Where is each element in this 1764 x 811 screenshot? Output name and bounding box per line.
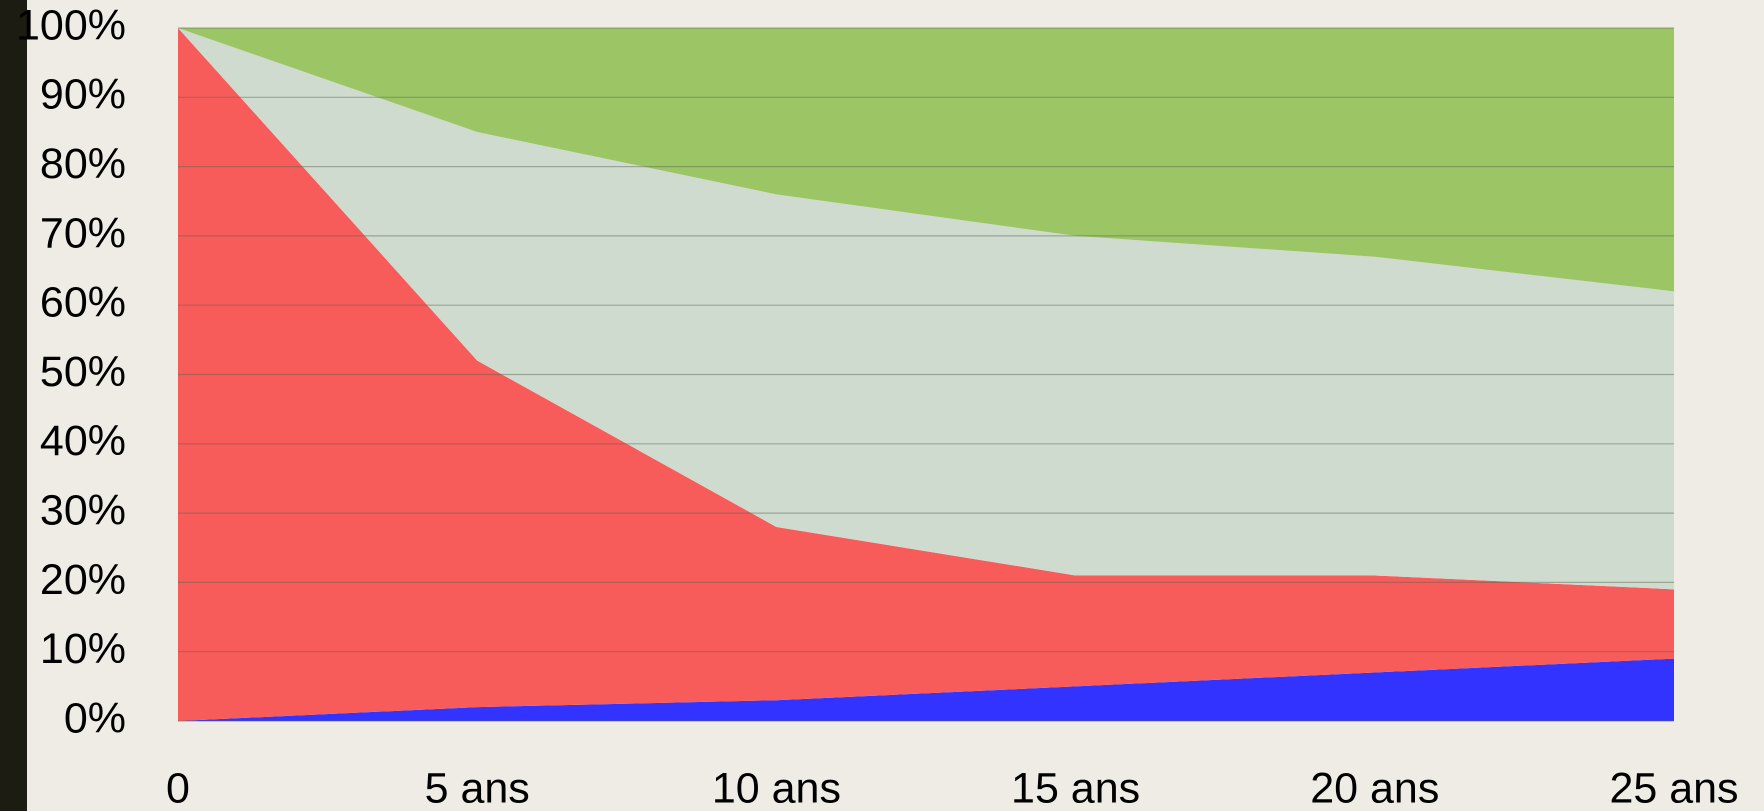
x-tick-label: 0	[166, 764, 190, 811]
y-tick-label: 80%	[40, 140, 126, 188]
area	[178, 28, 1674, 590]
y-tick-label: 10%	[40, 625, 126, 673]
x-tick-label: 10 ans	[712, 764, 841, 811]
side-bar	[0, 0, 27, 811]
y-tick-label: 30%	[40, 486, 126, 534]
area	[178, 28, 1674, 721]
y-tick-label: 70%	[40, 209, 126, 257]
y-tick-label: 40%	[40, 417, 126, 465]
y-tick-label: 60%	[40, 279, 126, 327]
x-tick-label: 15 ans	[1011, 764, 1140, 811]
y-tick-label: 0%	[64, 694, 126, 742]
x-tick-label: 25 ans	[1609, 764, 1738, 811]
area	[178, 28, 1674, 292]
y-tick-label: 50%	[40, 348, 126, 396]
y-tick-label: 20%	[40, 556, 126, 604]
y-tick-label: 100%	[16, 1, 126, 49]
x-tick-label: 5 ans	[425, 764, 530, 811]
x-tick-label: 20 ans	[1310, 764, 1439, 811]
y-tick-label: 90%	[40, 71, 126, 119]
area	[178, 658, 1674, 721]
